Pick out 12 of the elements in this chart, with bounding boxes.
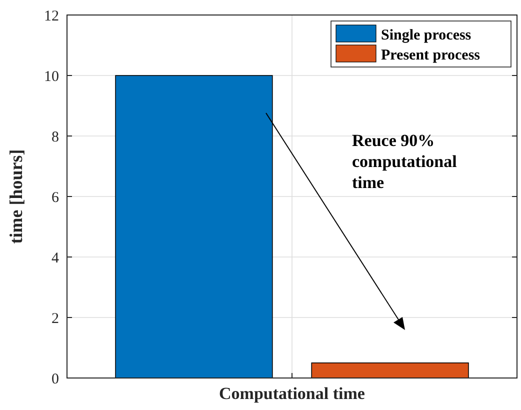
y-tick-label: 4	[52, 250, 60, 266]
y-tick-label: 0	[52, 371, 59, 388]
annotation: Reuce 90% computational time	[352, 131, 458, 192]
y-tick-label: 10	[44, 68, 59, 85]
legend-label: Single process	[381, 27, 472, 44]
legend-label: Present process	[381, 47, 480, 64]
y-tick-label: 8	[52, 129, 59, 146]
y-tick-label: 2	[52, 310, 59, 327]
x-tick-label: Computational time	[219, 384, 366, 403]
y-tick-label: 6	[52, 190, 60, 206]
y-tick-label: 12	[44, 8, 59, 24]
y-axis-title: time [hours]	[6, 149, 26, 244]
